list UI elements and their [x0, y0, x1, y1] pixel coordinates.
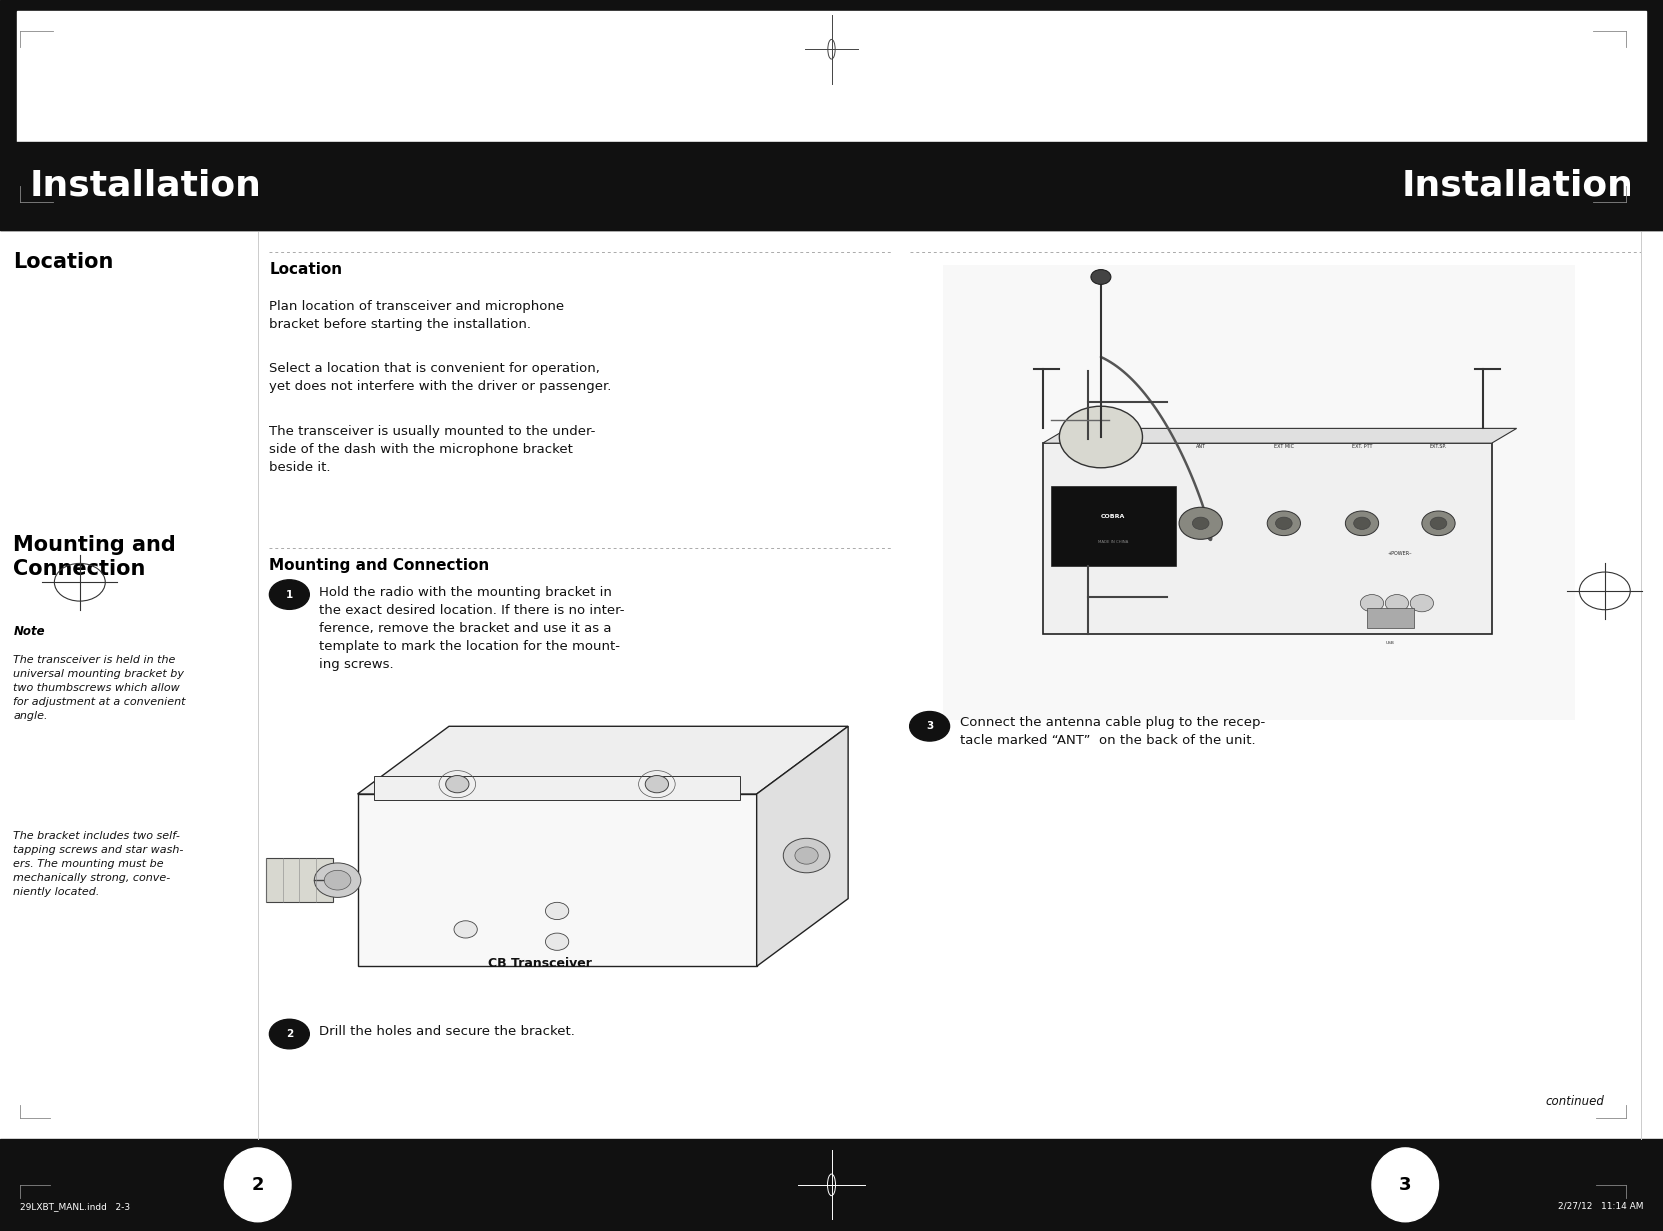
Text: Connect the antenna cable plug to the recep-
tacle marked “ANT”  on the back of : Connect the antenna cable plug to the re…	[960, 716, 1266, 747]
Bar	[261, 671, 893, 1003]
Circle shape	[645, 776, 669, 793]
Text: COBRA: COBRA	[1101, 515, 1126, 519]
Text: CB Transceiver: CB Transceiver	[489, 958, 592, 970]
Bar	[374, 776, 740, 800]
Circle shape	[446, 776, 469, 793]
Bar	[358, 794, 757, 966]
Text: 3: 3	[926, 721, 933, 731]
Bar	[943, 265, 1575, 720]
Circle shape	[1059, 406, 1142, 468]
Circle shape	[314, 863, 361, 897]
Text: The transceiver is usually mounted to the under-
side of the dash with the micro: The transceiver is usually mounted to th…	[269, 425, 595, 474]
Text: Mounting and Connection: Mounting and Connection	[269, 558, 489, 572]
Circle shape	[1345, 511, 1379, 535]
Circle shape	[910, 712, 950, 741]
Text: The bracket includes two self-
tapping screws and star wash-
ers. The mounting m: The bracket includes two self- tapping s…	[13, 831, 183, 897]
Bar	[1043, 443, 1492, 634]
Text: MADE IN CHINA: MADE IN CHINA	[1098, 540, 1129, 544]
Circle shape	[783, 838, 830, 873]
Polygon shape	[757, 726, 848, 966]
Bar	[0, 1139, 1663, 1231]
Circle shape	[1267, 511, 1300, 535]
Bar	[1367, 608, 1414, 628]
Bar	[17, 11, 1646, 202]
Text: Select a location that is convenient for operation,
yet does not interfere with : Select a location that is convenient for…	[269, 362, 612, 393]
Circle shape	[324, 870, 351, 890]
Text: Installation: Installation	[1402, 169, 1633, 203]
Circle shape	[1276, 517, 1292, 529]
Circle shape	[1422, 511, 1455, 535]
Text: ANT: ANT	[1196, 444, 1206, 449]
Circle shape	[454, 921, 477, 938]
Bar	[266, 858, 333, 902]
Circle shape	[1179, 507, 1222, 539]
Text: 2: 2	[251, 1176, 264, 1194]
Ellipse shape	[225, 1147, 291, 1221]
Circle shape	[545, 933, 569, 950]
Text: Plan location of transceiver and microphone
bracket before starting the installa: Plan location of transceiver and microph…	[269, 300, 564, 331]
Text: Location: Location	[269, 262, 343, 277]
Text: EXT. PTT: EXT. PTT	[1352, 444, 1372, 449]
Circle shape	[545, 902, 569, 920]
Text: Location: Location	[13, 252, 113, 272]
Text: 3: 3	[1399, 1176, 1412, 1194]
Text: Mounting and
Connection: Mounting and Connection	[13, 535, 176, 579]
Circle shape	[269, 580, 309, 609]
Text: continued: continued	[1547, 1094, 1605, 1108]
Text: EXT MIC: EXT MIC	[1274, 444, 1294, 449]
Circle shape	[1091, 270, 1111, 284]
Text: +POWER–: +POWER–	[1389, 551, 1412, 556]
Circle shape	[1184, 511, 1217, 535]
Text: 29LXBT_MANL.indd   2-3: 29LXBT_MANL.indd 2-3	[20, 1201, 130, 1211]
Circle shape	[1430, 517, 1447, 529]
Text: 1: 1	[286, 590, 293, 599]
Ellipse shape	[1372, 1147, 1438, 1221]
Circle shape	[1410, 595, 1434, 612]
Text: Installation: Installation	[30, 169, 261, 203]
Text: Drill the holes and secure the bracket.: Drill the holes and secure the bracket.	[319, 1025, 575, 1039]
Bar	[0, 142, 1663, 230]
Circle shape	[1385, 595, 1409, 612]
Text: Hold the radio with the mounting bracket in
the exact desired location. If there: Hold the radio with the mounting bracket…	[319, 586, 625, 671]
Text: 2/27/12   11:14 AM: 2/27/12 11:14 AM	[1558, 1201, 1643, 1211]
Text: 2: 2	[286, 1029, 293, 1039]
Text: The transceiver is held in the
universal mounting bracket by
two thumbscrews whi: The transceiver is held in the universal…	[13, 655, 186, 721]
Polygon shape	[358, 726, 848, 794]
Text: USB: USB	[1385, 641, 1395, 645]
Circle shape	[1354, 517, 1370, 529]
Circle shape	[269, 1019, 309, 1049]
Circle shape	[1360, 595, 1384, 612]
Polygon shape	[1043, 428, 1517, 443]
Circle shape	[1192, 517, 1209, 529]
Bar	[1051, 486, 1176, 566]
Text: Note: Note	[13, 625, 45, 639]
Bar	[0, 0, 1663, 230]
Circle shape	[795, 847, 818, 864]
Text: EXT.SP.: EXT.SP.	[1430, 444, 1447, 449]
